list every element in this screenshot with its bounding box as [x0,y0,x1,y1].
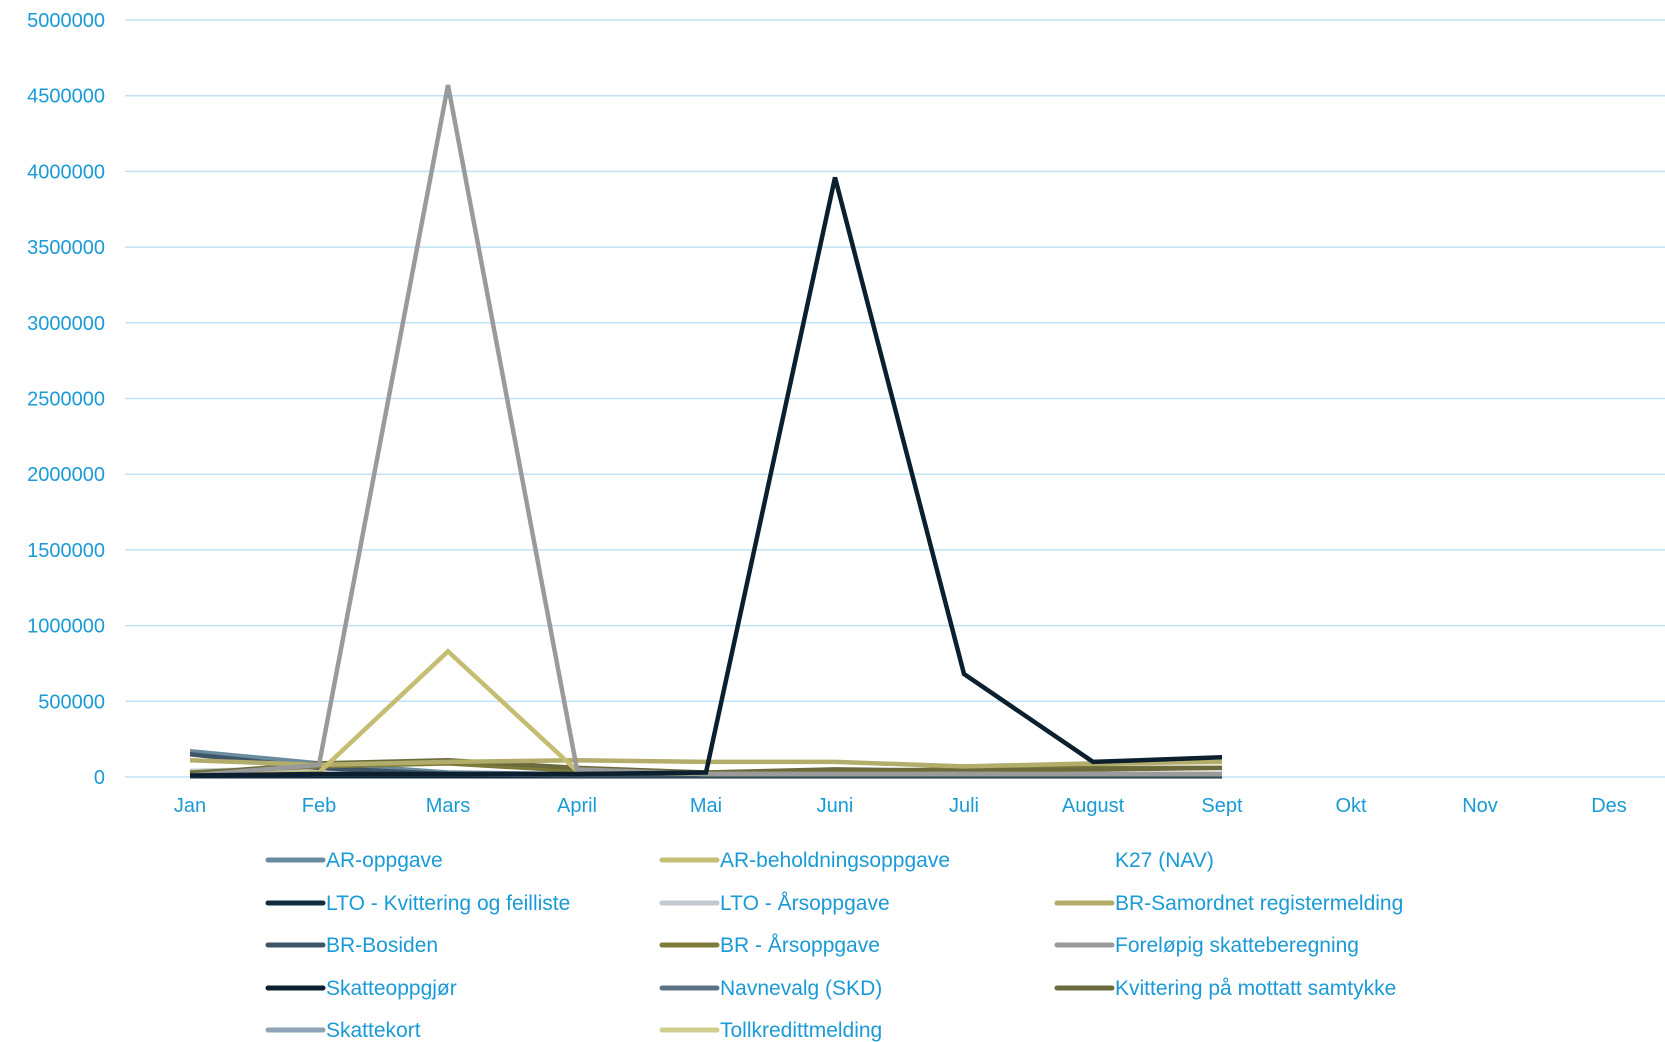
legend-label-3: LTO - Kvittering og feilliste [326,892,570,915]
legend-label-1: AR-beholdningsoppgave [720,849,950,872]
legend-label-5: BR-Samordnet registermelding [1115,892,1403,915]
legend-label-2: K27 (NAV) [1115,849,1214,872]
legend-label-12: Skattekort [326,1019,421,1042]
x-tick-label-2: Mars [426,795,470,817]
y-tick-label-2: 1000000 [27,616,105,638]
legend-label-0: AR-oppgave [326,849,443,872]
legend-label-9: Skatteoppgjør [326,977,457,1000]
y-tick-label-1: 500000 [38,691,105,713]
legend-label-11: Kvittering på mottatt samtykke [1115,977,1396,1000]
legend-label-6: BR-Bosiden [326,934,438,957]
x-tick-label-10: Nov [1462,795,1498,817]
legend-label-7: BR - Årsoppgave [720,934,880,957]
series-line-9 [189,176,1223,778]
y-tick-label-9: 4500000 [27,86,105,108]
legend-label-8: Foreløpig skatteberegning [1115,934,1359,957]
legend-label-4: LTO - Årsoppgave [720,892,890,915]
x-tick-label-9: Okt [1335,795,1367,817]
series-line-1 [189,648,1222,778]
series-lines [189,84,1223,779]
y-tick-label-5: 2500000 [27,389,105,411]
x-axis-tick-labels: Jan Feb Mars April Mai Juni Juli August Sept Okt N… [174,795,1627,817]
x-tick-label-11: Des [1591,795,1627,817]
y-tick-label-6: 3000000 [27,313,105,335]
grid-lines [125,19,1665,778]
y-tick-label-10: 5000000 [27,10,105,32]
y-axis-tick-labels: 0 500000 1000000 1500000 2000000 2500000 30000… [27,10,105,789]
y-tick-label-3: 1500000 [27,540,105,562]
legend-label-10: Navnevalg (SKD) [720,977,882,1000]
x-tick-label-4: Mai [690,795,722,817]
x-tick-label-7: August [1062,795,1125,817]
y-tick-label-4: 2000000 [27,464,105,486]
x-tick-label-3: April [557,795,597,817]
legend-label-13: Tollkredittmelding [720,1019,882,1042]
y-tick-label-0: 0 [94,767,105,789]
y-tick-label-7: 3500000 [27,237,105,259]
x-tick-label-5: Juni [817,795,854,817]
x-tick-label-1: Feb [302,795,336,817]
legend: AR-oppgave AR-beholdningsoppgave K27 (NAV)… [265,849,1403,1042]
y-tick-label-8: 4000000 [27,161,105,183]
x-tick-label-8: Sept [1201,795,1243,817]
x-tick-label-0: Jan [174,795,206,817]
series-line-8 [189,84,1222,778]
x-tick-label-6: Juli [949,795,979,817]
